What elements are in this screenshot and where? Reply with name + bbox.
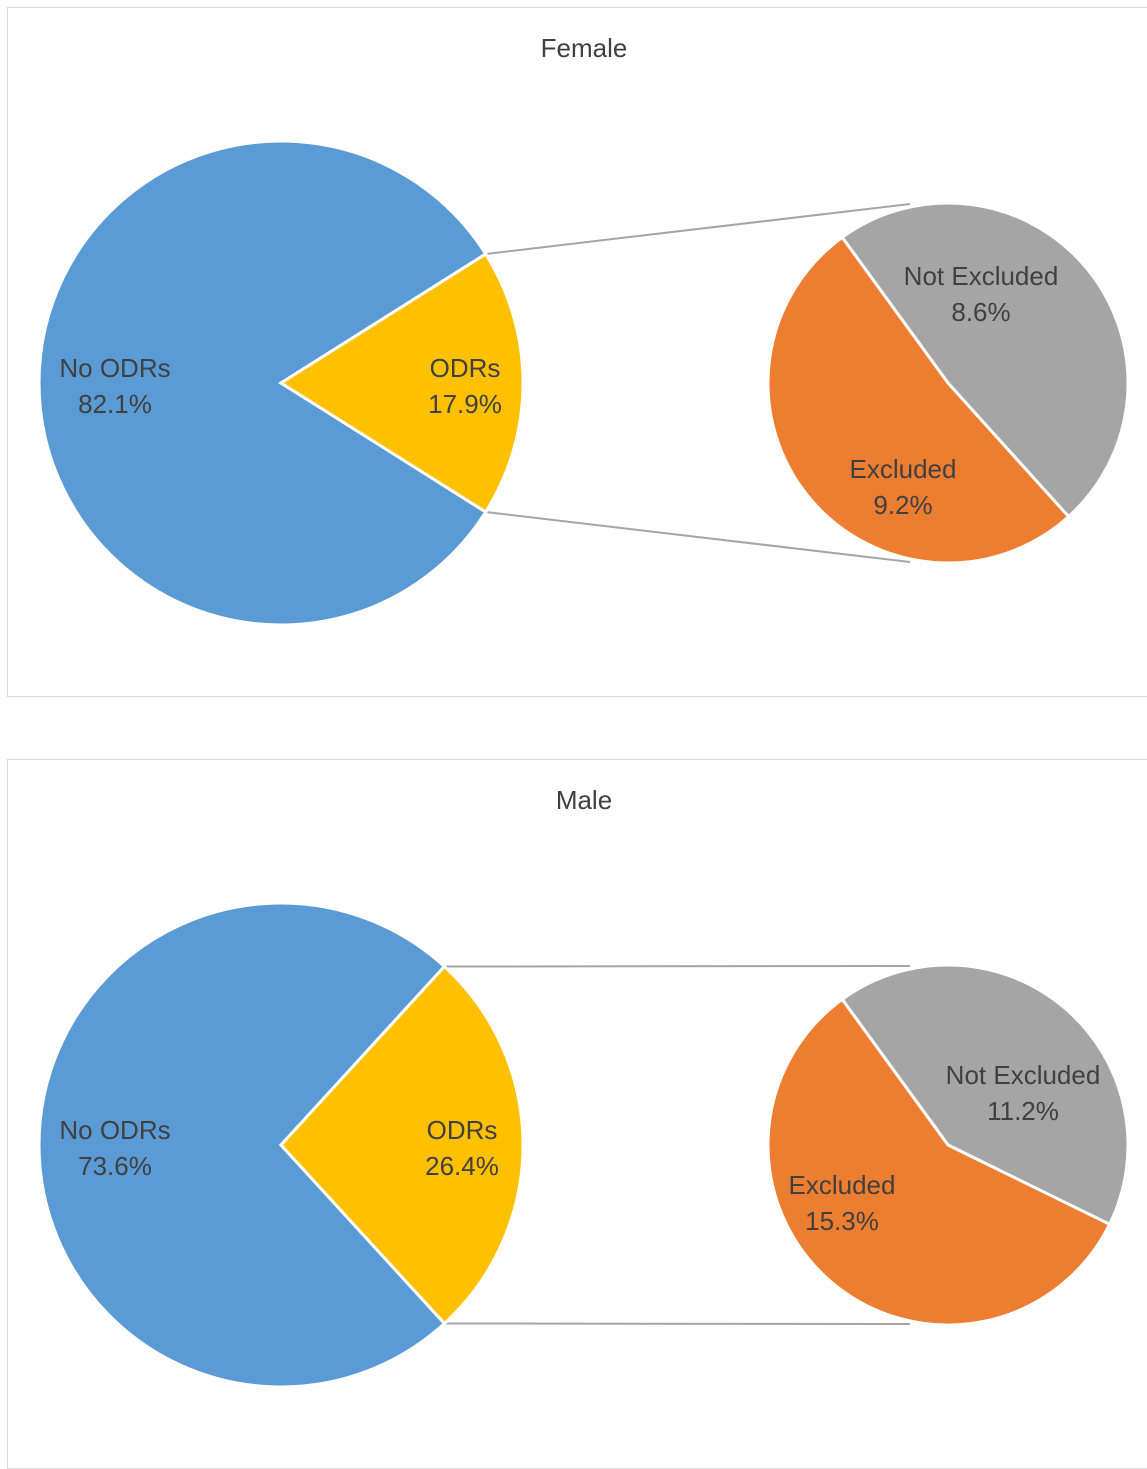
- slice-odrs: [278, 251, 525, 515]
- slices-group: No ODRs 73.6% ODRs 26.4% Not Excluded 11.2% Ex…: [37, 901, 1130, 1389]
- data-label-name: No ODRs: [59, 353, 170, 383]
- connector-line-top: [444, 965, 911, 968]
- slice-odrs: [278, 964, 525, 1326]
- data-label-not-excluded: Not Excluded 8.6%: [904, 261, 1059, 327]
- pie-of-pie-chart-male: Male No ODRs 73.6% ODRs 26.4% Not Excluded 11…: [37, 785, 1130, 1389]
- data-label-value: 73.6%: [78, 1151, 152, 1181]
- connector-line-top: [485, 203, 911, 255]
- data-label-value: 8.6%: [951, 297, 1010, 327]
- data-label-excluded: Excluded 15.3%: [789, 1170, 896, 1236]
- data-label-odrs: ODRs 26.4%: [425, 1115, 499, 1181]
- data-label-no-odrs: No ODRs 73.6%: [59, 1115, 170, 1181]
- data-label-excluded: Excluded 9.2%: [850, 454, 957, 520]
- data-label-name: ODRs: [430, 353, 501, 383]
- slice-not-excluded: [840, 963, 1130, 1227]
- pie-of-pie-chart-female: Female No ODRs 82.1% ODRs 17.9% Not Excluded…: [37, 33, 1130, 627]
- data-label-value: 26.4%: [425, 1151, 499, 1181]
- data-label-not-excluded: Not Excluded 11.2%: [946, 1060, 1101, 1126]
- slices-group: No ODRs 82.1% ODRs 17.9% Not Excluded 8.6% Exc…: [37, 139, 1130, 627]
- data-label-name: Excluded: [850, 454, 957, 484]
- data-label-value: 17.9%: [428, 389, 502, 419]
- chart-panel-male: Male No ODRs 73.6% ODRs 26.4% Not Excluded 11…: [7, 759, 1147, 1469]
- slice-no-odrs: [37, 139, 488, 627]
- slice-excluded: [766, 235, 1071, 565]
- chart-title: Male: [556, 785, 612, 815]
- slice-no-odrs: [37, 901, 447, 1389]
- slice-excluded: [766, 997, 1112, 1327]
- data-label-value: 9.2%: [873, 490, 932, 520]
- data-label-name: Not Excluded: [904, 261, 1059, 291]
- data-label-value: 11.2%: [987, 1096, 1059, 1126]
- data-label-name: Excluded: [789, 1170, 896, 1200]
- connector-line-bottom: [485, 511, 911, 563]
- chart-panel-female: Female No ODRs 82.1% ODRs 17.9% Not Excluded…: [7, 7, 1147, 697]
- data-label-name: No ODRs: [59, 1115, 170, 1145]
- data-label-odrs: ODRs 17.9%: [428, 353, 502, 419]
- slice-not-excluded: [840, 201, 1130, 519]
- chart-title: Female: [541, 33, 628, 63]
- data-label-no-odrs: No ODRs 82.1%: [59, 353, 170, 419]
- data-label-value: 82.1%: [78, 389, 152, 419]
- connector-line-bottom: [444, 1322, 911, 1325]
- data-label-name: ODRs: [427, 1115, 498, 1145]
- data-label-name: Not Excluded: [946, 1060, 1101, 1090]
- data-label-value: 15.3%: [805, 1206, 879, 1236]
